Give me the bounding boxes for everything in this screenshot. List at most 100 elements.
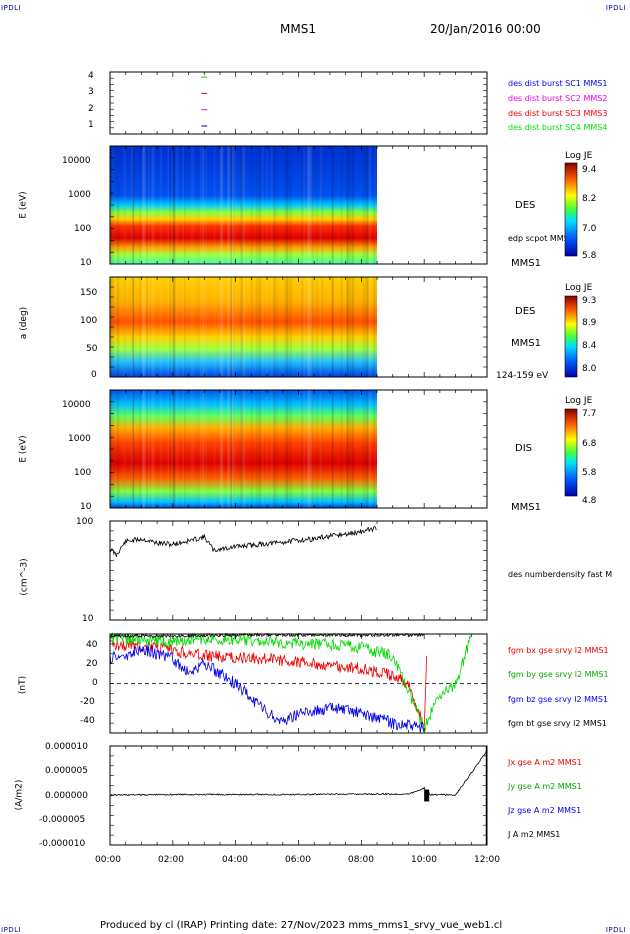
cb3-tick-2: 5.8 [582,468,597,478]
des-energy-spectrogram-texture [286,146,289,264]
des-energy-spectrogram-texture [231,146,235,264]
des-label: DES [515,200,536,211]
des-energy-spectrogram-texture [132,146,134,264]
des-energy-spectrogram-texture [182,146,185,264]
dis-energy-spectrogram-texture [311,390,314,508]
des-energy-spectrogram-texture [123,146,126,264]
des-energy-spectrogram-texture [350,146,352,264]
pitch-spectrogram-texture [331,277,335,377]
dis-energy-spectrogram-texture [213,390,216,508]
pitch-spectrogram-texture [131,277,133,377]
des-energy-spectrogram-texture [191,146,193,264]
des-energy-spectrogram-texture [175,146,177,264]
des-energy-spectrogram-texture [230,146,232,264]
des-energy-spectrogram-texture [242,146,245,264]
pitch-spectrogram-texture [290,277,293,377]
des-energy-spectrogram-texture [303,146,306,264]
pitch-ytick-50: 50 [86,344,98,354]
pitch-spectrogram-texture [346,277,350,377]
legend-bt: fgm bt gse srvy l2 MMS1 [508,719,607,728]
des-energy-spectrogram-texture [233,146,235,264]
dis-energy-spectrogram-texture [235,390,237,508]
dis-energy-spectrogram-texture [262,390,264,508]
pitch-spectrogram [110,277,378,377]
dis-energy-spectrogram-texture [131,390,133,508]
pitch-spectrogram-texture [143,277,145,377]
pitch-spectrogram-texture [146,277,148,377]
des-energy-spectrogram-texture [309,146,312,264]
des-energy-spectrogram-texture [276,146,278,264]
date-title: 20/Jan/2016 00:00 [430,22,541,36]
dis-energy-spectrogram-texture [307,390,309,508]
cb1-tick-3: 5.8 [582,251,597,261]
des-energy-spectrogram-texture [172,146,175,264]
des-energy-spectrogram-texture [205,146,208,264]
des-energy-spectrogram-texture [365,146,367,264]
dis-energy-spectrogram-texture [240,390,242,508]
des-energy-spectrogram-texture [241,146,243,264]
dis-energy-spectrogram-texture [151,390,154,508]
pitch-spectrogram-texture [202,277,206,377]
dis-energy-spectrogram-texture [274,390,276,508]
pitch-spectrogram-texture [230,277,233,377]
pitch-spectrogram-texture [191,277,193,377]
cb1-tick-1: 8.2 [582,194,597,204]
des-energy-spectrogram-texture [172,146,175,264]
des-energy-spectrogram-texture [347,146,349,264]
pitch-spectrogram-texture [131,277,134,377]
dis-energy-spectrogram-texture [183,390,186,508]
pitch-spectrogram-texture [349,277,351,377]
des-energy-spectrogram-texture [198,146,200,264]
pitch-spectrogram-texture [205,277,208,377]
corner-label-tr: IPDLI [605,4,626,12]
dis-energy-spectrogram-texture [233,390,235,508]
des-energy-spectrogram-texture [152,146,155,264]
dis-energy-spectrogram-texture [173,390,176,508]
dis-energy-spectrogram-texture [301,390,304,508]
des-energy-spectrogram-texture [131,146,134,264]
pitch-spectrogram-texture [230,277,232,377]
mms1-label-pitch: MMS1 [511,338,541,349]
des-energy-spectrogram-texture [192,146,194,264]
cb3-tick-0: 7.7 [582,409,597,419]
burst-ytick-1: 1 [88,120,94,130]
dis-energy-spectrogram-texture [182,390,185,508]
des-energy-ytick-100: 100 [74,224,92,234]
dis-energy-spectrogram-texture [284,390,286,508]
pitch-spectrogram-texture [175,277,177,377]
des-energy-spectrogram-texture [132,146,135,264]
colorbar-3 [564,408,578,497]
des-energy-spectrogram-texture [227,146,229,264]
mms1-label-dis: MMS1 [511,502,541,513]
des-energy-spectrogram-texture [146,146,148,264]
mission-title: MMS1 [280,22,316,36]
des-energy-spectrogram-texture [258,146,261,264]
des-energy-spectrogram-texture [173,146,176,264]
dis-energy-spectrogram-texture [142,390,145,508]
current-ytick-0: 0.000010 [45,742,88,752]
des-energy-spectrogram-texture [362,146,365,264]
dis-energy-spectrogram-texture [130,390,134,508]
pitch-spectrogram-texture [123,277,126,377]
dis-energy-spectrogram-texture [347,390,349,508]
des-energy-spectrogram-texture [366,146,369,264]
dis-energy-spectrogram-texture [266,390,268,508]
des-energy-spectrogram-texture [368,146,371,264]
des-energy-spectrogram-texture [143,146,147,264]
pitch-spectrogram-texture [183,277,186,377]
pitch-spectrogram-texture [202,277,204,377]
dis-energy-spectrogram-texture [139,390,141,508]
dis-energy-spectrogram-texture [221,390,223,508]
des-energy-spectrogram-texture [308,146,311,264]
des-energy-spectrogram-texture [284,146,286,264]
pitch-spectrogram-texture [362,277,365,377]
dis-energy-spectrogram-texture [176,390,179,508]
pitch-spectrogram-texture [303,277,306,377]
cb1-tick-2: 7.0 [582,224,597,234]
dis-energy-spectrogram-texture [362,390,365,508]
burst-ytick-4: 4 [88,71,94,81]
pitch-spectrogram-texture [259,277,262,377]
dis-energy-spectrogram-texture [271,390,273,508]
dis-energy-spectrogram-texture [374,390,377,508]
pitch-spectrogram-texture [308,277,311,377]
